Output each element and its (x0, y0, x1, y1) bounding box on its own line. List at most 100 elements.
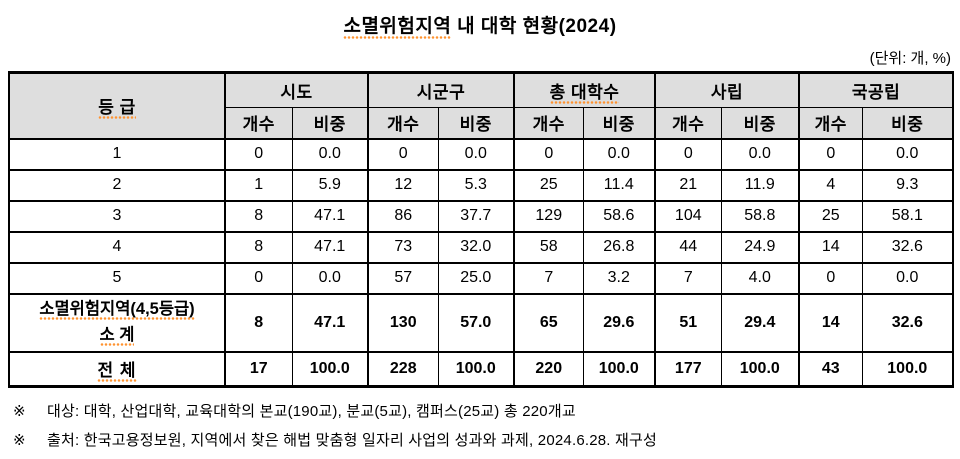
data-cell: 0 (798, 261, 863, 295)
table-row-grade-5: 5 0 0.0 57 25.0 7 3.2 7 4.0 0 0.0 (8, 261, 954, 295)
subtotal-label-line2: 소 계 (99, 325, 135, 346)
data-cell: 220 (513, 350, 584, 388)
data-cell: 8 (224, 292, 293, 353)
group-header-private: 사립 (654, 71, 800, 108)
data-cell: 32.6 (861, 230, 954, 264)
group-header-total-universities: 총 대학수 (513, 71, 656, 108)
data-cell: 11.4 (582, 168, 656, 202)
data-cell: 29.4 (720, 292, 800, 353)
data-cell: 47.1 (291, 230, 369, 264)
data-cell: 0 (224, 137, 293, 171)
data-cell: 17 (224, 350, 293, 388)
data-cell: 1 (224, 168, 293, 202)
data-cell: 100.0 (291, 350, 369, 388)
subheader-share: 비중 (861, 107, 954, 140)
subheader-share: 비중 (582, 107, 656, 140)
data-cell: 104 (654, 199, 722, 233)
data-cell: 73 (367, 230, 439, 264)
header-row-groups: 등 급 시도 시군구 총 대학수 사립 국공립 (8, 71, 954, 139)
data-cell: 0 (513, 137, 584, 171)
table-row-grade-1: 1 0 0.0 0 0.0 0 0.0 0 0.0 0 0.0 (8, 137, 954, 171)
data-cell: 7 (654, 261, 722, 295)
data-cell: 5.9 (291, 168, 369, 202)
data-cell: 0.0 (861, 137, 954, 171)
footnote-text: 출처: 한국고용정보원, 지역에서 찾은 해법 맞춤형 일자리 사업의 성과와 … (47, 432, 658, 449)
data-cell: 58 (513, 230, 584, 264)
subheader-count: 개수 (513, 107, 584, 140)
data-cell: 130 (367, 292, 439, 353)
data-cell: 177 (654, 350, 722, 388)
total-label: 전 체 (8, 350, 226, 388)
subheader-share: 비중 (437, 107, 515, 140)
data-cell: 47.1 (291, 199, 369, 233)
data-cell: 25 (513, 168, 584, 202)
footnote-text: 대상: 대학, 산업대학, 교육대학의 본교(190교), 분교(5교), 캠퍼… (47, 403, 576, 420)
data-cell: 12 (367, 168, 439, 202)
data-cell: 43 (798, 350, 863, 388)
grade-label: 3 (8, 199, 226, 233)
data-cell: 100.0 (437, 350, 515, 388)
data-cell: 32.0 (437, 230, 515, 264)
unit-note: (단위: 개, %) (869, 50, 951, 67)
table-row-total: 전 체 17 100.0 228 100.0 220 100.0 177 100… (8, 350, 954, 388)
data-cell: 57.0 (437, 292, 515, 353)
title-rest: 내 대학 현황(2024) (451, 16, 617, 37)
data-cell: 47.1 (291, 292, 369, 353)
data-cell: 5.3 (437, 168, 515, 202)
total-label-text: 전 체 (97, 361, 137, 383)
grade-label: 1 (8, 137, 226, 171)
data-cell: 0 (367, 137, 439, 171)
data-cell: 3.2 (582, 261, 656, 295)
grade-label: 4 (8, 230, 226, 264)
group-header-sido: 시도 (224, 71, 369, 108)
footnote-marker: ※ (13, 432, 26, 449)
footnotes: ※ 대상: 대학, 산업대학, 교육대학의 본교(190교), 분교(5교), … (13, 401, 960, 452)
footnote-source: ※ 출처: 한국고용정보원, 지역에서 찾은 해법 맞춤형 일자리 사업의 성과… (13, 430, 960, 452)
header-row-sub: 개수 비중 개수 비중 개수 비중 개수 비중 개수 비중 (9, 107, 954, 140)
subheader-count: 개수 (798, 107, 863, 140)
data-cell: 24.9 (720, 230, 800, 264)
group-header-total-universities-label: 총 대학수 (549, 83, 620, 104)
data-cell: 0.0 (437, 137, 515, 171)
footnote-target: ※ 대상: 대학, 산업대학, 교육대학의 본교(190교), 분교(5교), … (13, 401, 960, 423)
data-cell: 0.0 (720, 137, 800, 171)
data-cell: 7 (513, 261, 584, 295)
subheader-count: 개수 (654, 107, 722, 140)
data-cell: 0.0 (291, 261, 369, 295)
data-cell: 9.3 (861, 168, 954, 202)
university-status-table: 등 급 시도 시군구 총 대학수 사립 국공립 개수 비중 개수 비중 개수 비… (8, 71, 955, 388)
data-cell: 21 (654, 168, 722, 202)
grade-label: 5 (8, 261, 226, 295)
data-cell: 26.8 (582, 230, 656, 264)
corner-header-label: 등 급 (98, 98, 136, 120)
data-cell: 14 (798, 230, 863, 264)
corner-header-grade: 등 급 (8, 71, 226, 139)
data-cell: 29.6 (582, 292, 656, 353)
data-cell: 37.7 (437, 199, 515, 233)
data-cell: 0.0 (861, 261, 954, 295)
data-cell: 14 (798, 292, 863, 353)
table-row-subtotal: 소멸위험지역(4,5등급) 소 계 8 47.1 130 57.0 65 29.6… (8, 292, 954, 353)
group-header-sigungu: 시군구 (366, 71, 515, 108)
subtotal-label-line1: 소멸위험지역(4,5등급) (39, 299, 195, 320)
data-cell: 11.9 (720, 168, 800, 202)
page-title: 소멸위험지역 내 대학 현황(2024) (0, 11, 960, 39)
data-cell: 228 (367, 350, 439, 388)
data-cell: 129 (513, 199, 584, 233)
subtotal-label: 소멸위험지역(4,5등급) 소 계 (8, 292, 226, 353)
data-cell: 100.0 (720, 350, 800, 388)
data-cell: 32.6 (861, 292, 954, 353)
data-cell: 58.8 (720, 199, 800, 233)
data-cell: 25.0 (437, 261, 515, 295)
table-row-grade-4: 4 8 47.1 73 32.0 58 26.8 44 24.9 14 32.6 (8, 230, 954, 264)
data-cell: 65 (513, 292, 584, 353)
grade-label: 2 (8, 168, 226, 202)
data-cell: 8 (224, 199, 293, 233)
data-cell: 58.1 (861, 199, 954, 233)
data-cell: 0 (224, 261, 293, 295)
title-highlighted: 소멸위험지역 (343, 16, 452, 39)
data-cell: 44 (654, 230, 722, 264)
subheader-share: 비중 (720, 107, 800, 140)
data-cell: 58.6 (582, 199, 656, 233)
data-cell: 0.0 (582, 137, 656, 171)
